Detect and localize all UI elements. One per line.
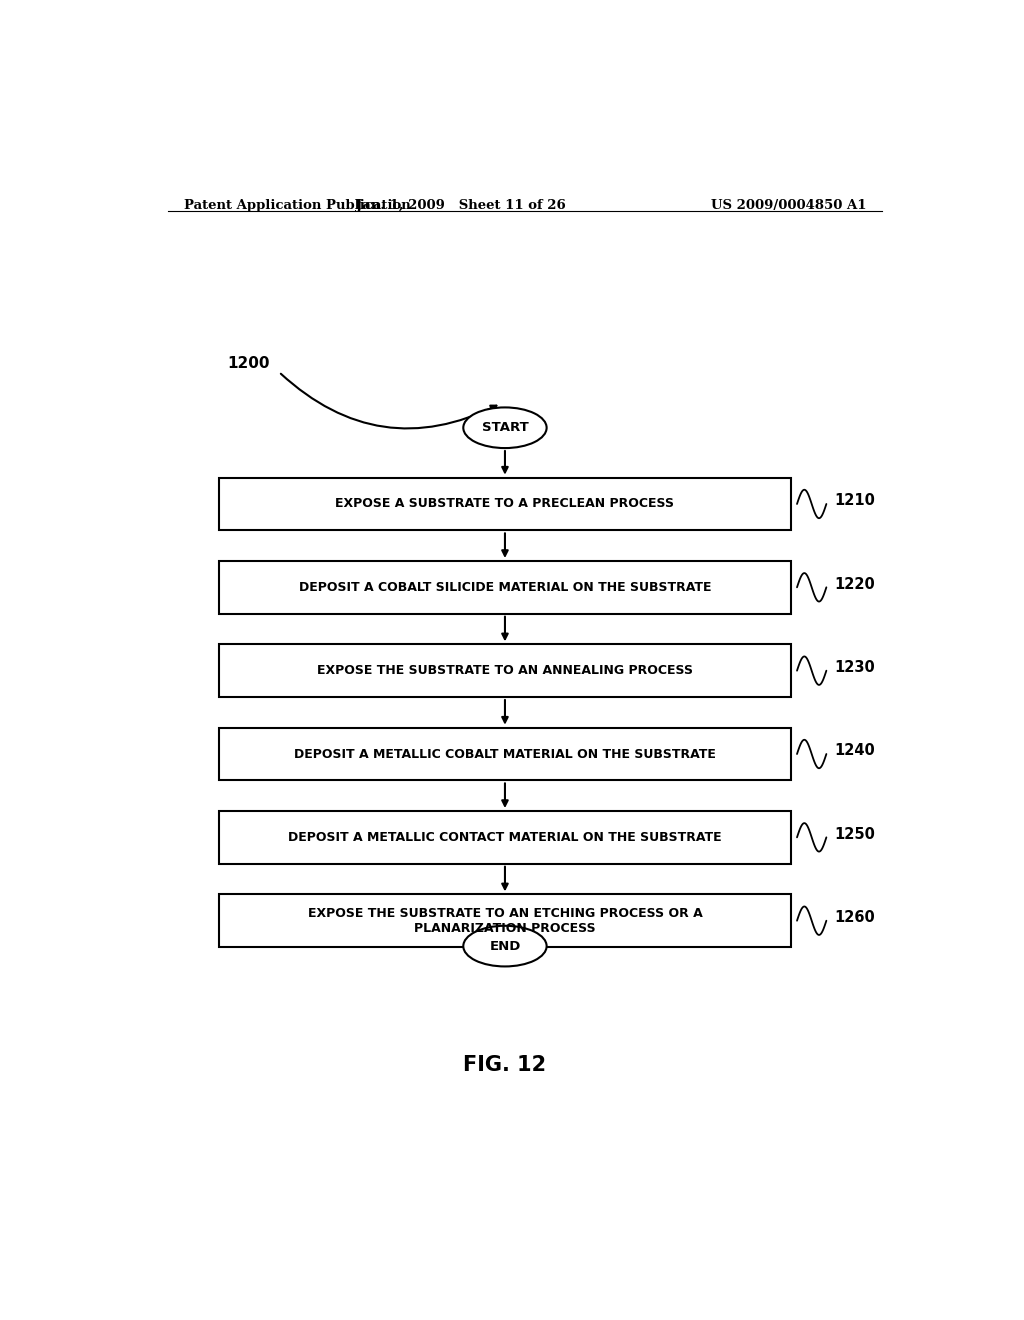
Text: 1220: 1220 (835, 577, 876, 591)
Text: 1230: 1230 (835, 660, 876, 675)
Text: 1250: 1250 (835, 826, 876, 842)
FancyBboxPatch shape (219, 727, 791, 780)
FancyBboxPatch shape (219, 561, 791, 614)
FancyBboxPatch shape (219, 894, 791, 948)
Ellipse shape (463, 925, 547, 966)
Text: END: END (489, 940, 520, 953)
Text: US 2009/0004850 A1: US 2009/0004850 A1 (711, 199, 866, 213)
Text: 1260: 1260 (835, 911, 876, 925)
Ellipse shape (463, 408, 547, 447)
Text: Patent Application Publication: Patent Application Publication (183, 199, 411, 213)
Text: 1240: 1240 (835, 743, 876, 759)
Text: EXPOSE THE SUBSTRATE TO AN ANNEALING PROCESS: EXPOSE THE SUBSTRATE TO AN ANNEALING PRO… (317, 664, 693, 677)
Text: EXPOSE A SUBSTRATE TO A PRECLEAN PROCESS: EXPOSE A SUBSTRATE TO A PRECLEAN PROCESS (336, 498, 675, 511)
Text: 1210: 1210 (835, 494, 876, 508)
FancyBboxPatch shape (219, 644, 791, 697)
Text: START: START (481, 421, 528, 434)
Text: Jan. 1, 2009   Sheet 11 of 26: Jan. 1, 2009 Sheet 11 of 26 (356, 199, 566, 213)
Text: FIG. 12: FIG. 12 (464, 1055, 547, 1074)
Text: DEPOSIT A COBALT SILICIDE MATERIAL ON THE SUBSTRATE: DEPOSIT A COBALT SILICIDE MATERIAL ON TH… (299, 581, 712, 594)
Text: EXPOSE THE SUBSTRATE TO AN ETCHING PROCESS OR A
PLANARIZATION PROCESS: EXPOSE THE SUBSTRATE TO AN ETCHING PROCE… (307, 907, 702, 935)
Text: 1200: 1200 (227, 356, 269, 371)
Text: DEPOSIT A METALLIC COBALT MATERIAL ON THE SUBSTRATE: DEPOSIT A METALLIC COBALT MATERIAL ON TH… (294, 747, 716, 760)
FancyBboxPatch shape (219, 810, 791, 863)
FancyBboxPatch shape (219, 478, 791, 531)
Text: DEPOSIT A METALLIC CONTACT MATERIAL ON THE SUBSTRATE: DEPOSIT A METALLIC CONTACT MATERIAL ON T… (288, 830, 722, 843)
